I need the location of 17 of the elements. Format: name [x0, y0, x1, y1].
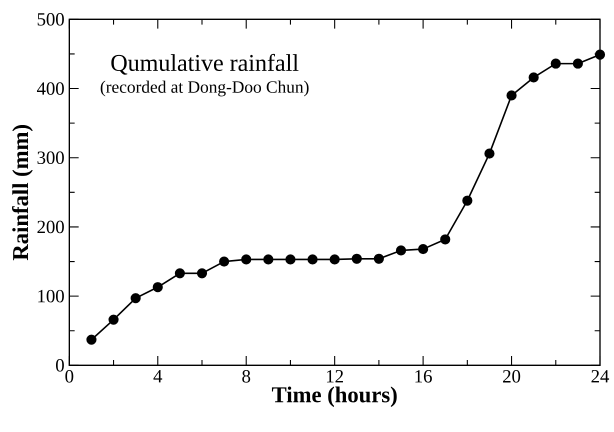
y-axis-title: Rainfall (mm)	[12, 125, 33, 260]
y-tick-label: 400	[36, 82, 64, 95]
x-tick-label: 24	[591, 370, 610, 382]
x-tick-label: 16	[415, 370, 432, 383]
y-tick-label: 100	[38, 290, 64, 302]
y-tick-label: 500	[38, 13, 64, 26]
y-tick-label: 200	[37, 220, 64, 234]
x-tick-label: 12	[326, 370, 343, 382]
y-tick-label: 0	[56, 359, 64, 372]
x-axis-title: Time (hours)	[272, 386, 397, 408]
x-tick-label: 0	[65, 370, 74, 383]
y-tick-label: 300	[38, 151, 64, 164]
annotation: (recorded at Dong-Doo Chun)	[100, 80, 309, 96]
x-tick-label: 20	[503, 370, 520, 383]
annotation: Qumulative rainfall	[111, 54, 298, 75]
x-tick-label: 4	[153, 370, 162, 382]
x-tick-label: 8	[242, 370, 250, 383]
